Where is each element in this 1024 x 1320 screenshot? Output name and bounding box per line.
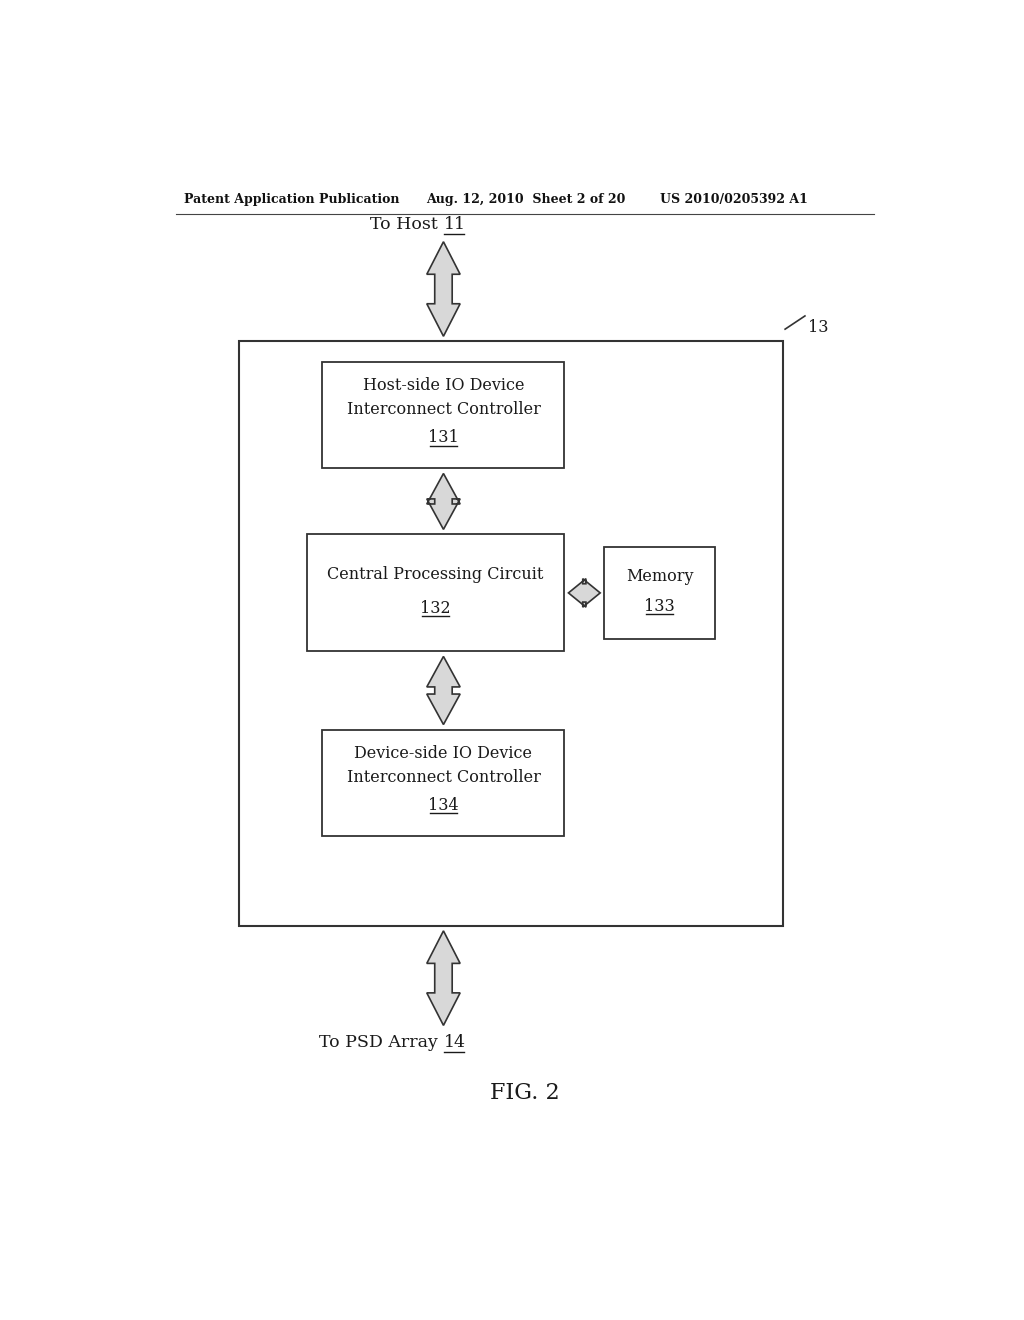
Bar (240, 342, 782, 925)
Text: FIG. 2: FIG. 2 (490, 1082, 559, 1105)
Polygon shape (427, 242, 460, 337)
Text: US 2010/0205392 A1: US 2010/0205392 A1 (659, 193, 808, 206)
Bar (306, 535, 564, 651)
Bar (323, 362, 564, 469)
Text: 134: 134 (428, 797, 459, 814)
Text: Patent Application Publication: Patent Application Publication (183, 193, 399, 206)
Text: To Host: To Host (371, 216, 443, 232)
Polygon shape (427, 656, 460, 725)
Text: 131: 131 (428, 429, 459, 446)
Text: To PSD Array: To PSD Array (319, 1034, 443, 1051)
Polygon shape (427, 474, 460, 529)
Bar (604, 546, 715, 639)
Text: 133: 133 (644, 598, 675, 615)
Text: Interconnect Controller: Interconnect Controller (346, 770, 541, 787)
Polygon shape (568, 578, 600, 607)
Text: 14: 14 (443, 1034, 466, 1051)
Bar (323, 730, 564, 837)
Text: Interconnect Controller: Interconnect Controller (346, 401, 541, 418)
Text: Device-side IO Device: Device-side IO Device (354, 744, 532, 762)
Text: 13: 13 (808, 319, 828, 337)
Text: Memory: Memory (626, 568, 693, 585)
Text: 11: 11 (443, 216, 466, 232)
Text: 132: 132 (420, 599, 451, 616)
Text: Host-side IO Device: Host-side IO Device (362, 378, 524, 395)
Text: Central Processing Circuit: Central Processing Circuit (328, 566, 544, 583)
Text: Aug. 12, 2010  Sheet 2 of 20: Aug. 12, 2010 Sheet 2 of 20 (426, 193, 625, 206)
Polygon shape (427, 931, 460, 1026)
